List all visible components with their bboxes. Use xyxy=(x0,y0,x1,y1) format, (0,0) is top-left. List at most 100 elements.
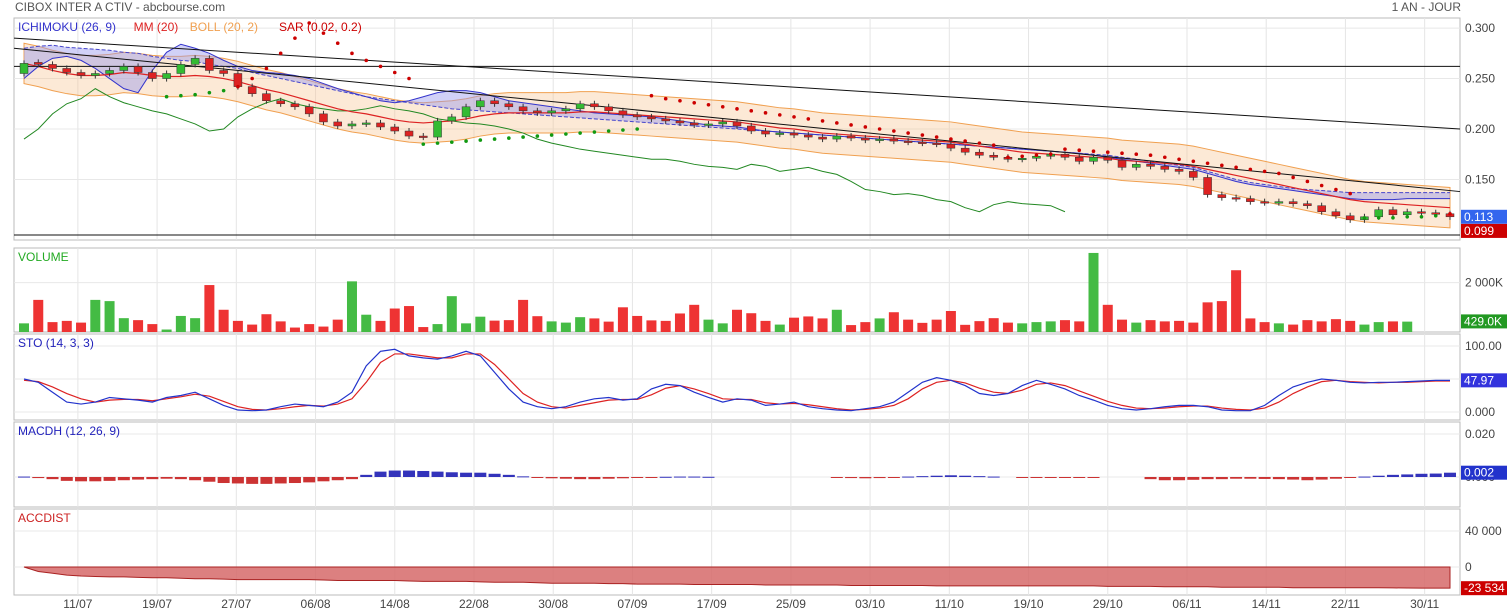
volume-bar xyxy=(1316,321,1327,332)
volume-bar xyxy=(789,317,800,332)
volume-bar xyxy=(389,308,400,332)
sar-dot xyxy=(892,129,896,133)
volume-bar xyxy=(204,285,215,332)
y-tick-label: 0.000 xyxy=(1465,405,1495,419)
candle-body xyxy=(604,106,613,112)
macd-histogram-bar xyxy=(103,477,116,481)
sar-dot xyxy=(221,88,226,93)
volume-bar xyxy=(846,325,857,332)
y-tick-label: 0.200 xyxy=(1465,122,1495,136)
volume-bar xyxy=(617,307,628,332)
volume-bar xyxy=(1102,304,1113,332)
sar-dot xyxy=(1177,157,1181,162)
sar-dot xyxy=(164,94,169,99)
candle-body xyxy=(1060,153,1070,158)
value-badge xyxy=(1461,223,1507,238)
candle-body xyxy=(1160,166,1170,170)
y-tick-label: 0.250 xyxy=(1465,72,1495,86)
sar-dot xyxy=(564,132,568,136)
y-tick-label: 0 xyxy=(1465,560,1472,574)
macd-histogram-bar xyxy=(431,471,444,477)
volume-bar xyxy=(503,320,514,332)
sar-dot xyxy=(1148,153,1153,158)
macd-histogram-bar xyxy=(1372,475,1385,477)
sar-dot xyxy=(877,127,882,131)
candle-body xyxy=(533,110,542,114)
volume-bar xyxy=(774,324,785,332)
sar-dot xyxy=(1091,149,1096,153)
candle-body xyxy=(419,135,428,138)
sar-dot xyxy=(863,125,868,129)
volume-bar xyxy=(147,324,158,332)
macd-histogram-bar xyxy=(18,476,30,478)
sar-dot xyxy=(949,137,953,141)
sar-dot xyxy=(706,102,711,107)
legend-label: MACDH (12, 26, 9) xyxy=(18,424,120,438)
sar-dot xyxy=(1405,214,1410,219)
volume-bar xyxy=(1045,321,1056,332)
legend-label: ICHIMOKU (26, 9) xyxy=(18,20,116,34)
volume-bar xyxy=(461,323,472,332)
sar-dot xyxy=(1077,148,1082,152)
macd-histogram-bar xyxy=(174,477,187,480)
macd-histogram-bar xyxy=(1301,477,1314,481)
macd-histogram-bar xyxy=(1030,477,1043,478)
macd-histogram-bar xyxy=(1073,477,1086,478)
volume-bar xyxy=(1159,321,1170,332)
macd-histogram-bar xyxy=(987,476,1000,478)
macd-histogram-bar xyxy=(1287,477,1300,480)
sar-dot xyxy=(1048,152,1053,157)
volume-bar xyxy=(1345,320,1356,332)
candle-body xyxy=(333,121,342,127)
volume-bar xyxy=(931,319,942,332)
macd-histogram-bar xyxy=(32,477,45,479)
trendline xyxy=(13,37,1461,130)
chart-title: CIBOX INTER A CTIV - abcbourse.com xyxy=(15,0,226,14)
legend-label: SAR (0.02, 0.2) xyxy=(279,20,362,34)
candle-body xyxy=(590,103,599,108)
volume-bar xyxy=(874,318,885,332)
candle-body xyxy=(946,143,956,149)
x-tick-label: 11/07 xyxy=(63,597,92,611)
candle-body xyxy=(1189,171,1198,178)
sar-dot xyxy=(264,66,269,71)
sar-dot xyxy=(321,31,326,35)
macd-histogram-bar xyxy=(1386,474,1399,477)
candle-body xyxy=(518,106,528,112)
candle-body xyxy=(689,122,699,126)
sar-dot xyxy=(521,135,525,139)
volume-bar xyxy=(674,313,685,332)
candle-body xyxy=(747,125,756,132)
volume-bar xyxy=(603,321,614,332)
legend-label: STO (14, 3, 3) xyxy=(18,336,94,350)
candle-body xyxy=(846,135,856,139)
sar-dot xyxy=(835,121,839,125)
sar-dot xyxy=(307,21,312,25)
sar-dot xyxy=(1105,150,1110,155)
candle-body xyxy=(290,103,300,108)
candle-body xyxy=(704,123,713,126)
stochastic-k-line xyxy=(23,348,1451,412)
volume-bar xyxy=(47,322,58,332)
macd-histogram-bar xyxy=(203,477,216,482)
legend-label: ACCDIST xyxy=(18,511,71,525)
candle-body xyxy=(347,123,357,127)
sar-dot xyxy=(906,131,910,135)
sar-dot xyxy=(1134,152,1139,157)
candle-body xyxy=(205,58,214,71)
value-badge-label: 0.002 xyxy=(1464,466,1494,480)
macd-histogram-bar xyxy=(60,477,73,481)
volume-bar xyxy=(104,301,115,332)
bollinger-band xyxy=(23,42,1451,229)
volume-bar xyxy=(1231,270,1242,332)
volume-bar xyxy=(446,296,457,332)
sar-dot xyxy=(592,130,597,134)
candle-body xyxy=(133,66,143,73)
panel-frame-macd xyxy=(13,421,1461,508)
volume-bar xyxy=(489,320,500,332)
x-tick-label: 17/09 xyxy=(697,597,727,611)
macd-histogram-bar xyxy=(873,477,886,479)
sar-dot xyxy=(435,141,440,145)
sar-dot xyxy=(464,139,468,143)
candle-body xyxy=(1089,157,1098,162)
